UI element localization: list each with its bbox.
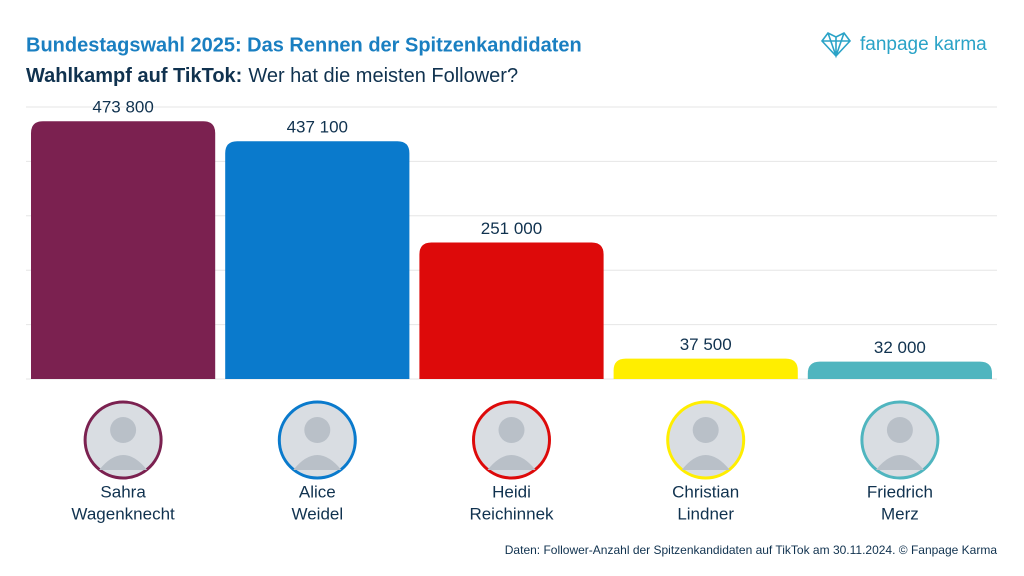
- bar: [31, 121, 216, 379]
- x-tick-label: Friedrich: [867, 482, 933, 501]
- value-label: 473 800: [92, 98, 153, 117]
- bar: [807, 361, 992, 379]
- subtitle-text: Wer hat die meisten Follower?: [248, 65, 518, 87]
- value-label: 437 100: [287, 118, 348, 137]
- avatar-body: [99, 455, 148, 470]
- avatar-head: [692, 417, 719, 443]
- x-tick-label: Christian: [672, 482, 739, 501]
- avatar-head: [886, 417, 913, 443]
- avatar-head: [110, 417, 137, 443]
- x-tick-label: Wagenknecht: [71, 504, 175, 523]
- bar: [419, 242, 604, 379]
- subtitle-bold: Wahlkampf auf TikTok:: [26, 65, 242, 87]
- logo: [820, 31, 852, 59]
- x-tick-label: Heidi: [492, 482, 531, 501]
- value-label: 32 000: [874, 338, 926, 357]
- x-tick-label: Reichinnek: [469, 504, 554, 523]
- logo-text: fanpage karma: [860, 34, 987, 55]
- logo-icon: [820, 31, 852, 59]
- value-label: 37 500: [680, 335, 732, 354]
- avatar-body: [293, 455, 342, 470]
- bar: [613, 358, 798, 379]
- x-tick-label: Lindner: [677, 504, 734, 523]
- avatar-body: [875, 455, 924, 470]
- x-tick-label: Alice: [299, 482, 336, 501]
- chart-title: Bundestagswahl 2025: Das Rennen der Spit…: [26, 34, 582, 56]
- avatar-body: [681, 455, 730, 470]
- x-tick-label: Merz: [881, 504, 919, 523]
- x-tick-label: Weidel: [291, 504, 343, 523]
- avatar-body: [487, 455, 536, 470]
- source-note: Daten: Follower-Anzahl der Spitzenkandid…: [505, 543, 998, 557]
- avatar-head: [498, 417, 525, 443]
- bar: [225, 141, 410, 379]
- chart-subtitle: Wahlkampf auf TikTok: Wer hat die meisten…: [26, 65, 518, 87]
- x-tick-label: Sahra: [100, 482, 146, 501]
- avatar-head: [304, 417, 331, 443]
- value-label: 251 000: [481, 219, 542, 238]
